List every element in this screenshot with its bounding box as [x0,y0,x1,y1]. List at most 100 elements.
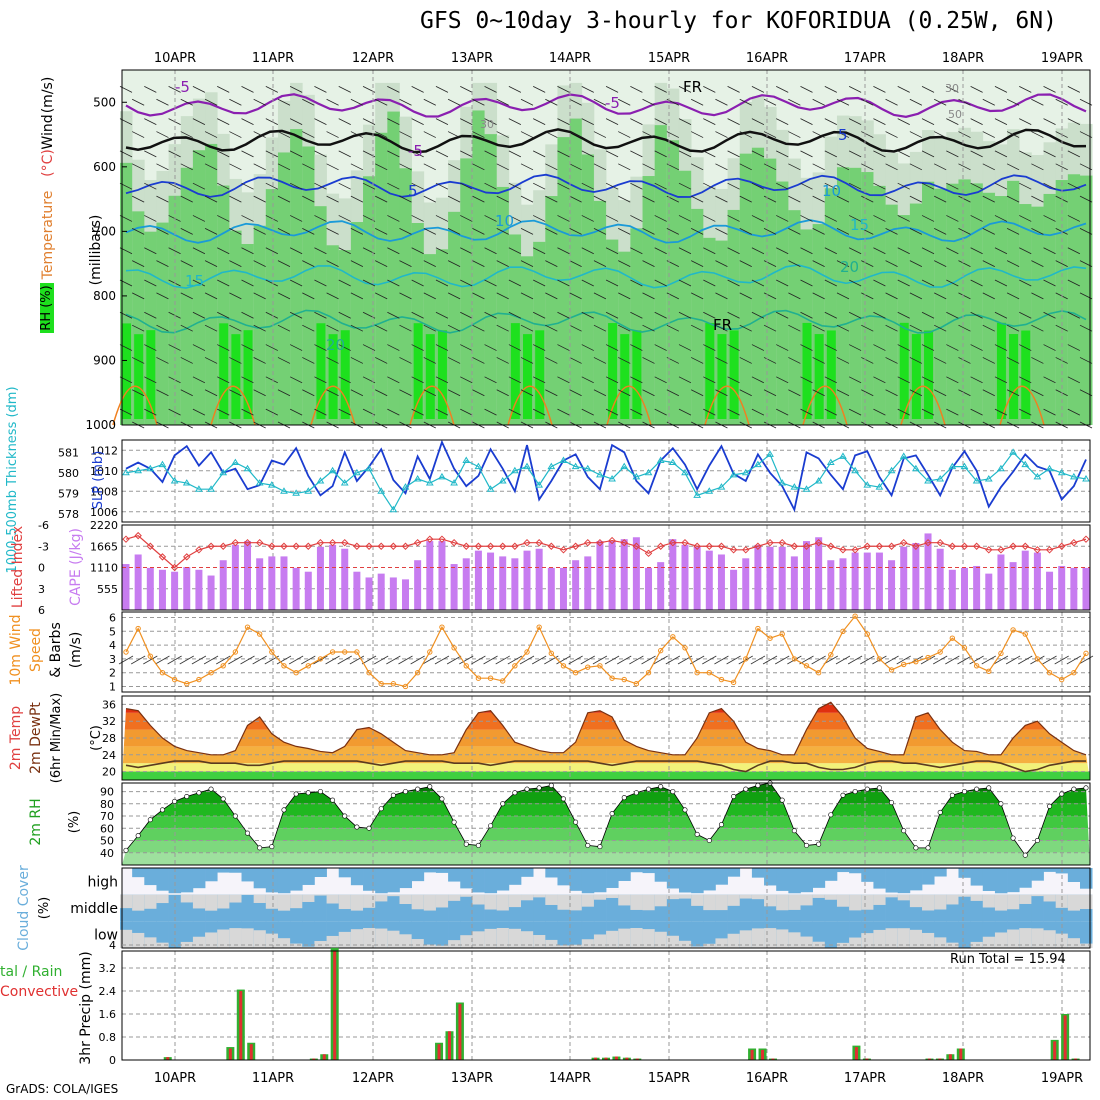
cloud-low-gap [472,931,485,948]
rh2m-marker [147,817,153,823]
cape-bar [900,546,908,610]
isotherm-warm-arc [999,385,1045,426]
upper-wind-barb [897,376,910,384]
upper-wind-barb [435,408,449,416]
date-label-top: 14APR [549,51,591,66]
cloud-high-bar [715,868,728,885]
upper-wind-barb [168,344,181,351]
cloud-middle-gap [399,894,412,905]
upper-wind-barb [569,292,582,300]
cloud-high-bar [909,868,923,891]
upper-wind-barb [375,195,388,203]
upper-wind-barb [1067,86,1081,93]
thickness-marker [681,468,689,476]
thickness-marker [195,485,203,492]
slp-tick-label: 1006 [90,506,118,519]
temp2m-line [125,701,1087,756]
upper-wind-barb [715,292,728,300]
cape-bar [596,541,604,610]
rh2m-marker [305,790,311,796]
rh-band-mid [678,170,692,425]
precip-convective-bar [959,1048,963,1060]
precip-convective-bar [948,1054,952,1060]
cloud-low-bar [423,921,437,948]
rh2m-marker [342,813,348,819]
lifted-index-marker [693,542,701,550]
upper-wind-barb [690,389,704,397]
upper-wind-barb [338,86,351,93]
upper-wind-barb [946,376,959,384]
upper-wind-barb [144,182,157,190]
upper-wind-barb [1067,408,1081,416]
rh-band-dark [924,330,934,419]
wind10m-barb [422,655,437,665]
upper-wind-barb [739,195,752,203]
upper-wind-barb [156,357,169,364]
lifted-index-marker [183,553,191,561]
upper-wind-barb [289,215,303,222]
cape-bar [572,560,580,610]
upper-wind-barb [265,182,279,190]
cloud-middle-bar [1031,894,1044,922]
precip-convective-bar [322,1054,326,1060]
upper-wind-barb [362,118,376,125]
upper-wind-barb [861,324,874,332]
cape-bar [936,548,944,610]
cloud-middle-gap [824,894,838,900]
rh2m-marker [731,793,737,799]
cloud-middle-gap [994,894,1008,911]
cloud-high-bar [654,868,668,882]
upper-wind-barb [1019,247,1032,255]
lifted-index-marker [875,542,884,550]
precip-axis-label: 3hr Precip (mm) [78,951,94,1064]
cloud-low-bar [970,921,984,948]
upper-wind-barb [605,215,619,222]
upper-wind-barb [362,279,376,287]
lifted-index-marker [377,542,385,550]
wind10m-barb [228,655,243,665]
precip-convective-bar [761,1049,765,1060]
upper-wind-barb [520,163,534,171]
upper-wind-barb [399,163,412,171]
lifted-index-marker [584,539,592,547]
rh2m-marker [330,797,336,803]
rh-band-mid [654,125,668,425]
lifted-index-marker [632,542,641,550]
rh2m-marker [864,786,870,792]
upper-wind-barb [897,86,910,93]
precip-frame [121,950,1091,1061]
upper-wind-barb [557,118,570,125]
upper-wind-barb [460,150,473,158]
upper-wind-barb [277,292,291,300]
precip-convective-bar [239,991,243,1060]
upper-wind-barb [739,292,752,300]
upper-wind-barb [387,118,400,125]
upper-wind-barb [144,344,157,351]
rh2m-marker [621,795,627,801]
wind10m-barb [544,655,559,665]
wind10m-marker [487,675,494,681]
wind10m-marker [888,667,895,673]
upper-wind-barb [666,292,680,300]
upper-wind-barb [1031,131,1044,138]
precip-convective-bar [635,1058,639,1060]
isotherm-label: 50 [948,108,962,121]
upper-wind-barb [654,215,667,222]
upper-wind-barb [508,311,522,319]
upper-wind-barb [423,357,436,364]
upper-wind-barb [545,357,558,364]
upper-wind-barb [338,215,351,222]
upper-wind-barb [994,376,1008,384]
isotherm-label: 20 [326,336,345,354]
rh2m-marker [876,785,882,791]
rh2m-tick-label: 80 [100,798,114,811]
wind10m-marker [791,656,798,662]
upper-wind-barb [933,163,947,171]
upper-wind-barb [593,292,607,300]
upper-wind-barb [1019,279,1032,287]
cape-bar [329,544,337,610]
cloud-low-gap [338,931,352,948]
thickness-marker [1057,468,1066,476]
cape-bar [171,571,179,610]
